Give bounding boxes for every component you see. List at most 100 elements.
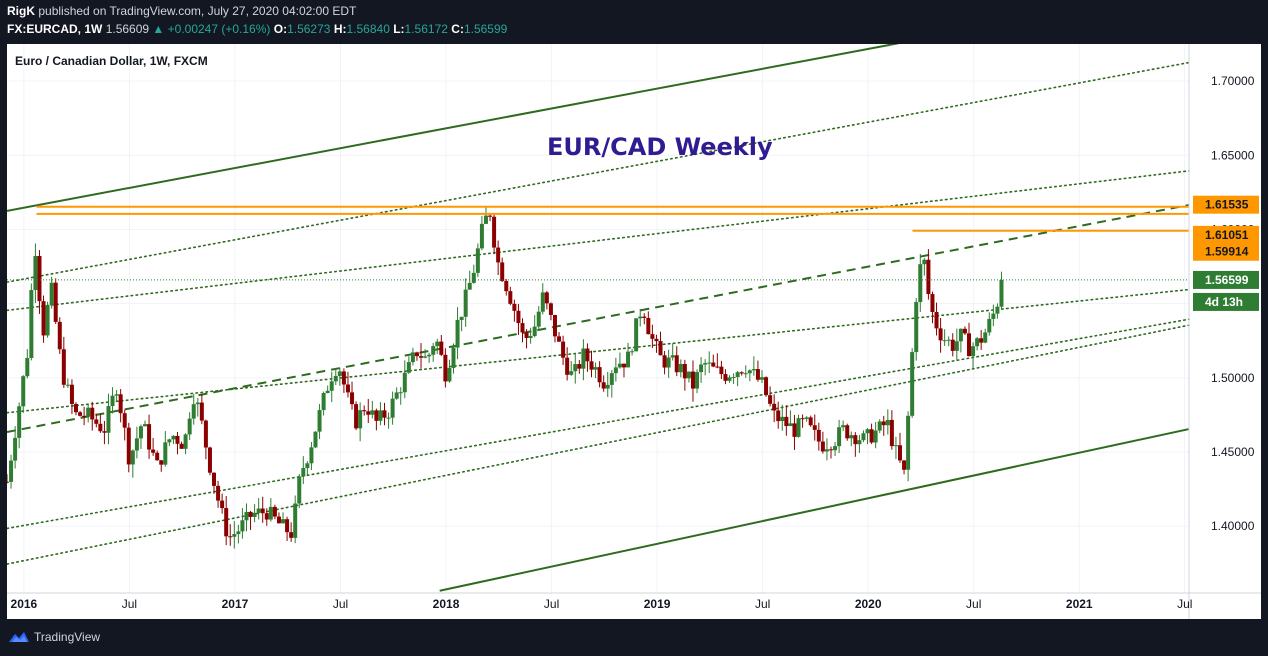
candle-body [617,363,622,368]
close-label: C: [451,22,464,36]
candle-body [191,404,196,419]
candle-body [540,292,545,312]
candle-body [443,354,448,382]
candle-body [512,303,517,311]
candle-body [500,262,505,282]
candle-body [138,426,143,439]
level-badge-label: 1.61051 [1205,228,1249,242]
candle-body [707,362,712,364]
channel-line-solid [7,44,900,212]
level-badge-box [1193,242,1259,261]
candle-body [45,305,50,336]
candle-body [337,371,342,376]
horizontal-levels [7,205,1189,281]
countdown-badge-box [1193,292,1259,311]
tradingview-logo-icon[interactable] [8,630,30,644]
publish-info: published on TradingView.com, July 27, 2… [38,4,357,18]
candle-body [577,364,582,369]
candle-body [764,377,769,396]
price-tick-label: 1.40000 [1211,519,1255,533]
ohlc-line: FX:EURCAD, 1W 1.56609 ▲ +0.00247 (+0.16%… [7,22,507,36]
candle-body [824,449,829,452]
candle-body [743,373,748,375]
candle-body [999,279,1004,307]
price-chart[interactable]: Euro / Canadian Dollar, 1W, FXCM EUR/CAD… [7,44,1261,619]
low-label: L: [393,22,405,36]
price-tick-label: 1.65000 [1211,148,1255,162]
time-tick-label: Jul [333,597,348,611]
candle-body [350,392,355,405]
candle-body [613,367,618,374]
price-axis[interactable]: 1.700001.650001.600001.550001.500001.450… [1211,74,1255,533]
candle-body [244,511,249,521]
candle-body [228,536,233,538]
time-tick-label: 2018 [433,597,460,611]
candle-body [479,223,484,249]
time-tick-label: 2019 [644,597,671,611]
chart-title: EUR/CAD Weekly [547,133,773,161]
candle-body [654,338,659,342]
candle-body [569,371,574,375]
candle-body [216,485,221,501]
high-label: H: [333,22,347,36]
time-tick-label: Jul [544,597,559,611]
time-tick-label: Jul [755,597,770,611]
candle-body [268,506,273,520]
level-badge-box [1193,225,1259,244]
candle-body [682,364,687,379]
time-axis[interactable]: 2016 Jul 2017 Jul 2018 Jul 2019 Jul 2020 Jul 2021 J… [11,597,1193,611]
candle-body [520,323,525,333]
candle-body [143,424,148,427]
candle-body [638,316,643,319]
candle-body [528,335,533,338]
candle-body [281,519,286,524]
candle-body [183,434,188,449]
candle-body [942,340,947,342]
candle-body [41,301,46,336]
candle-body [926,259,931,295]
candle-body [954,341,959,351]
trend-channel [7,44,1190,592]
chart-panel[interactable]: Euro / Canadian Dollar, 1W, FXCM EUR/CAD… [7,44,1261,619]
candle-body [451,347,456,368]
candle-body [857,440,862,445]
candle-body [463,289,468,317]
candle-body [946,339,951,341]
candle-body [126,427,131,465]
tradingview-brand[interactable]: TradingView [34,630,101,644]
candle-body [333,375,338,382]
candle-body [739,372,744,374]
candle-body [163,442,168,465]
candle-body [134,438,139,451]
candle-body [57,321,62,350]
candle-body [305,463,310,469]
author-name[interactable]: RigK [7,4,35,18]
open-label: O: [273,22,288,36]
candle-body [13,437,18,461]
channel-line-dotted [7,170,1190,312]
candle-body [796,418,801,437]
candle-body [735,372,740,378]
candle-body [922,259,927,265]
candle-body [589,361,594,370]
candle-body [289,532,294,538]
candle-body [313,431,318,448]
candle-body [747,370,752,374]
current-price-badge-label: 1.56599 [1205,273,1249,287]
candle-body [110,395,115,407]
time-tick-label: Jul [966,597,981,611]
candle-body [406,362,411,373]
candle-body [902,460,907,470]
candle-body [358,410,363,429]
candle-body [532,326,537,336]
candle-body [906,415,911,470]
candle-body [65,384,70,386]
candle-body [581,348,586,369]
candle-body [751,369,756,371]
candle-body [21,376,26,407]
candle-body [861,433,866,441]
candle-body [74,403,79,413]
candle-body [650,334,655,339]
candle-body [171,435,176,440]
candle-body [630,351,635,353]
